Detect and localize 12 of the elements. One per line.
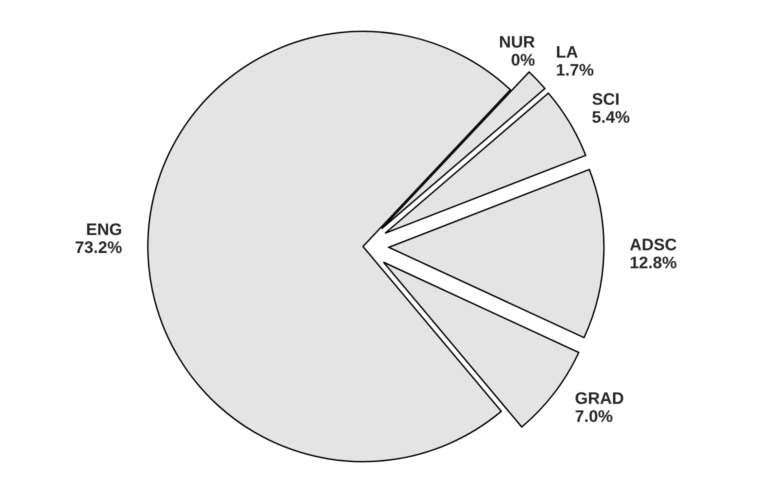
text: 0% xyxy=(512,54,535,66)
slice-label: GRAD xyxy=(576,392,624,404)
slice-label: LA xyxy=(557,46,578,58)
data-label: 1.7% xyxy=(556,64,594,76)
slice-label: ENG xyxy=(87,223,122,236)
category-label: NUR xyxy=(500,36,535,48)
slice-label: SCI xyxy=(592,93,619,105)
data-label: 12.8% xyxy=(630,256,676,268)
slice-label: ADSC xyxy=(630,238,676,250)
data-label: 7.0% xyxy=(576,410,612,422)
data-label: 73.2% xyxy=(76,241,122,254)
data-label: 5.4% xyxy=(592,111,630,123)
